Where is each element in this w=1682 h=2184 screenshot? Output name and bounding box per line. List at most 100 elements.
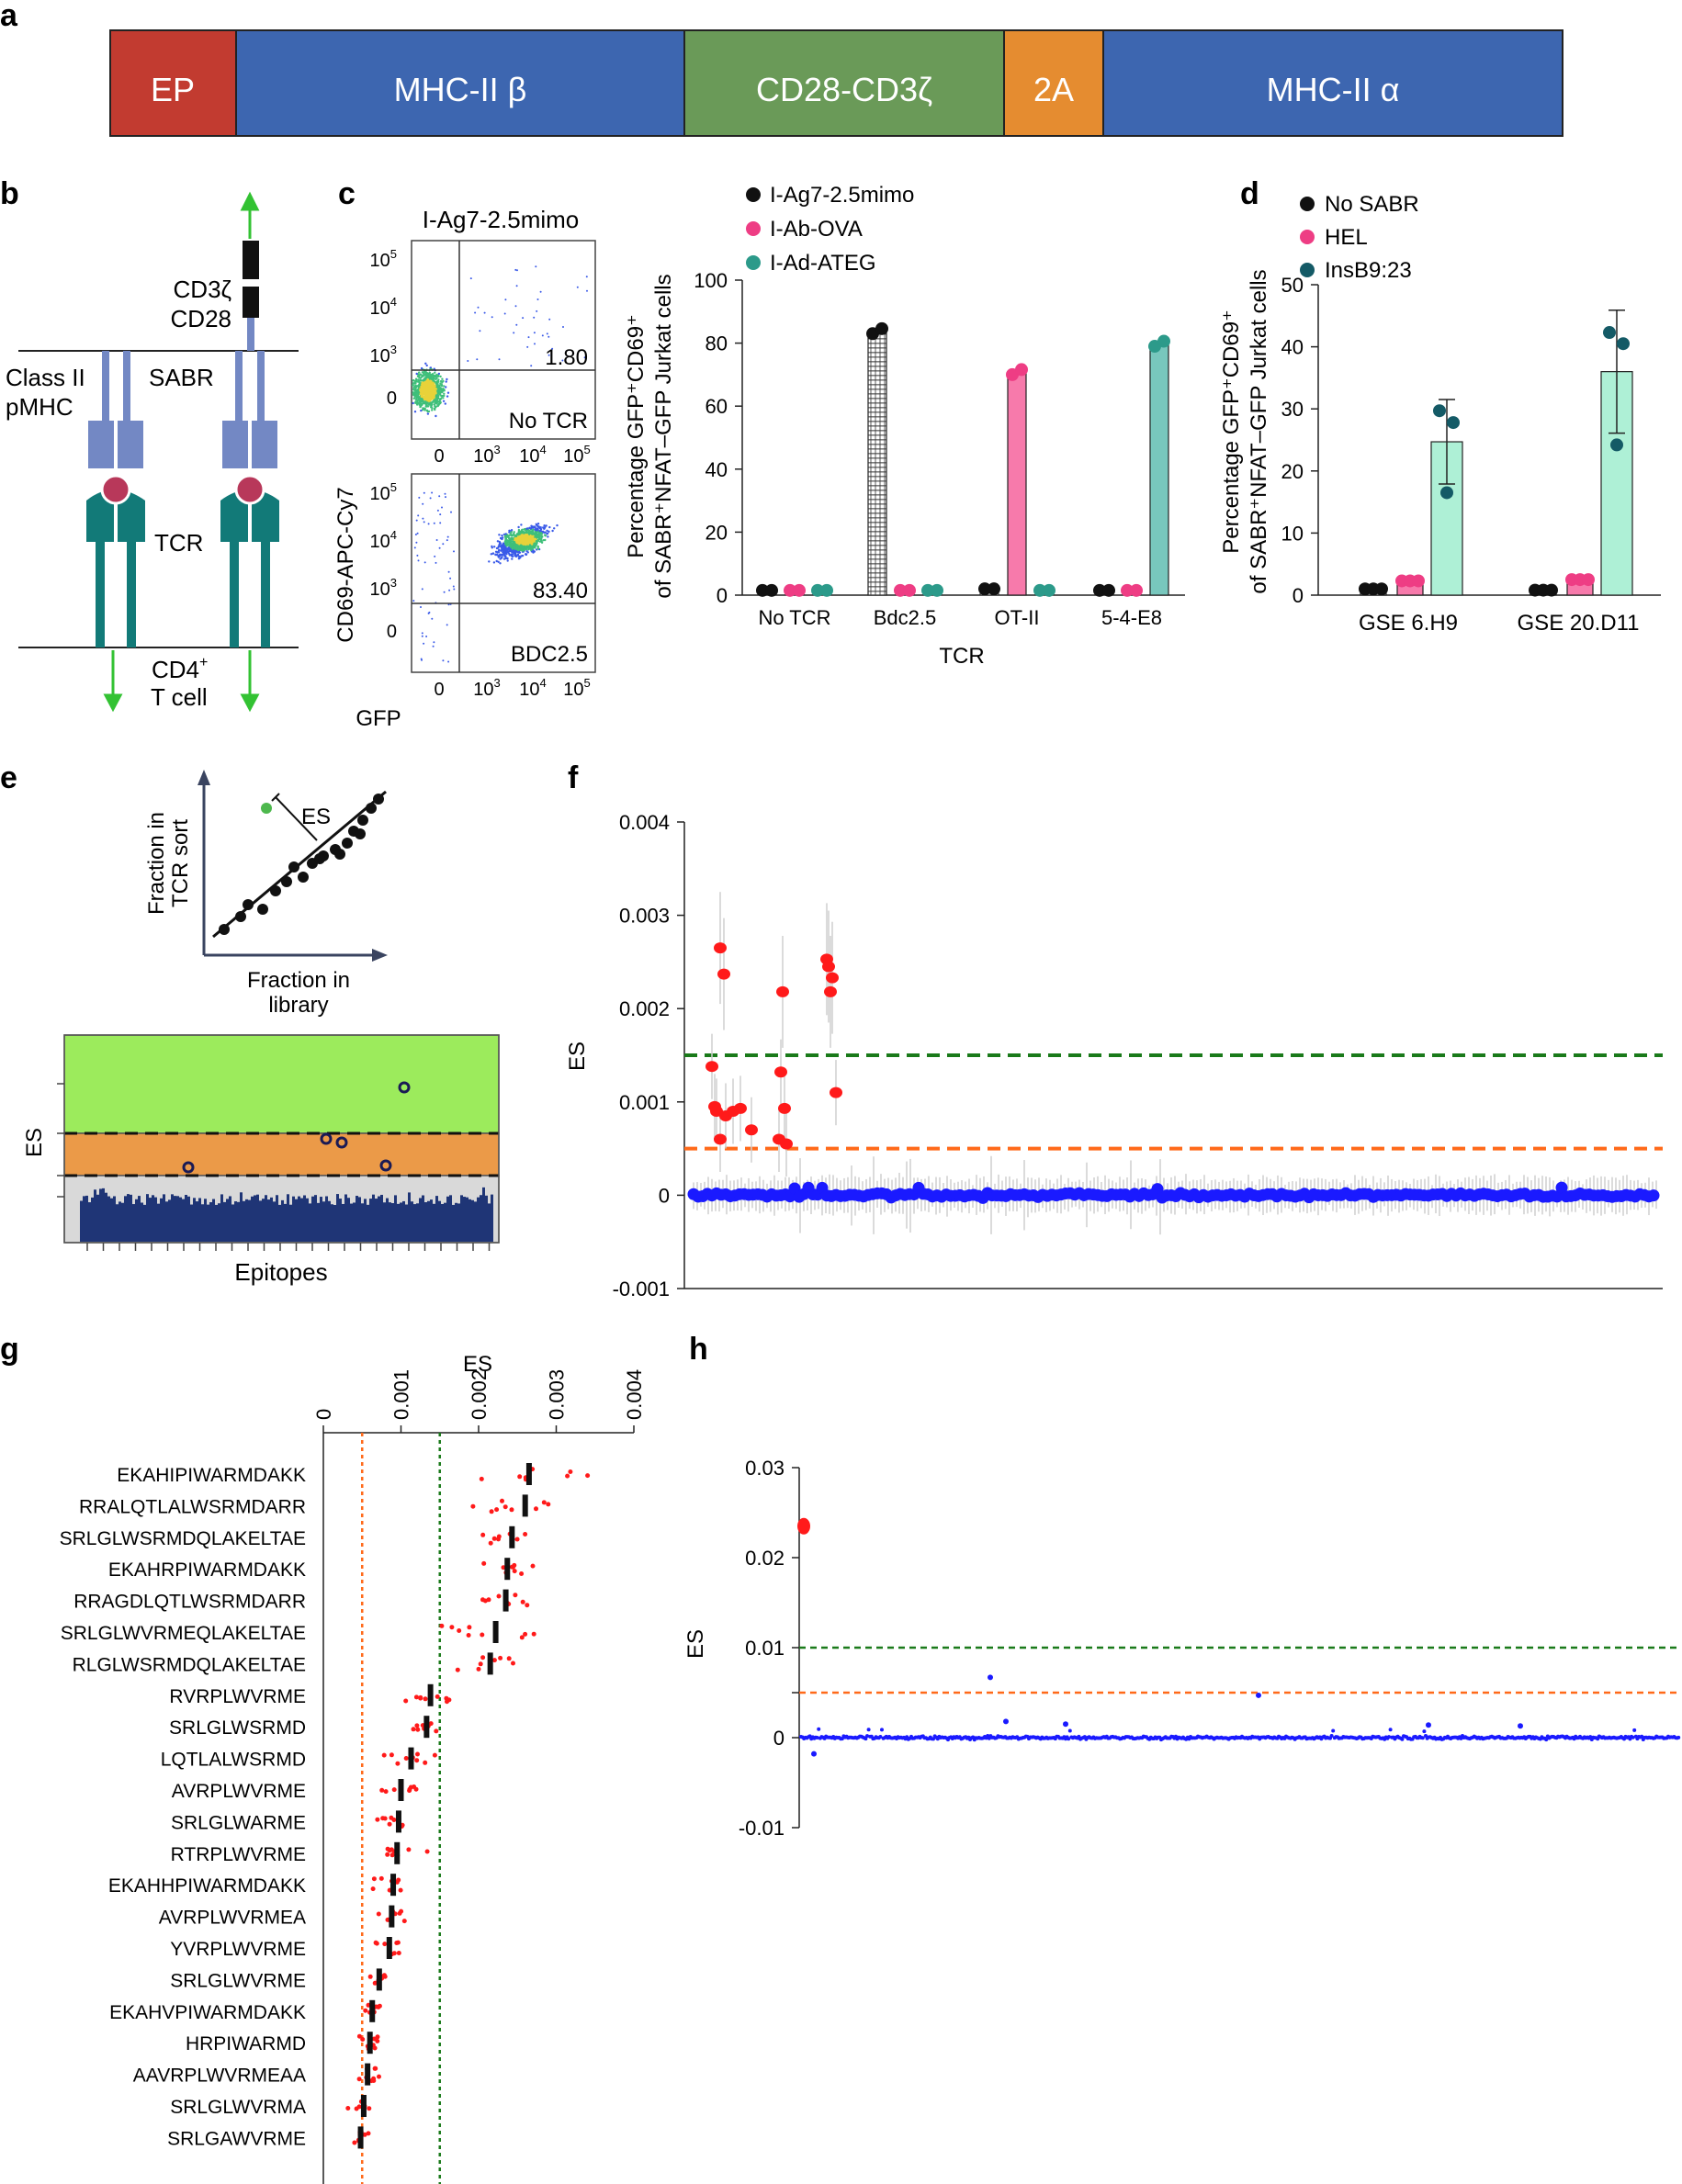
es-point (931, 1737, 935, 1741)
flow-dot (420, 400, 423, 403)
flow-dot (435, 400, 439, 403)
flow-dot (432, 398, 435, 400)
flow-dot (439, 513, 442, 516)
flow-dot (431, 387, 434, 389)
flow-dot (422, 382, 425, 385)
flow-dot (506, 542, 509, 546)
replicate-dot (395, 1761, 401, 1766)
median-mark (423, 1716, 430, 1739)
bar-point (1130, 583, 1143, 597)
flow-dot (417, 559, 420, 562)
panel-letter-a: a (0, 0, 18, 33)
e-bar (482, 1187, 485, 1242)
flow-dot (431, 617, 434, 620)
flow-dot (419, 377, 422, 379)
replicate-dot (418, 1694, 423, 1700)
e-bar (160, 1198, 163, 1242)
flow-dot (425, 636, 428, 637)
flow-dot (435, 385, 439, 388)
flow-dot (532, 535, 535, 537)
median-mark (509, 1525, 515, 1548)
e-bar (372, 1194, 375, 1242)
flow-dot (553, 527, 556, 530)
flow-title: I-Ag7-2.5mimo (423, 206, 580, 233)
flow-dot (503, 552, 506, 555)
flow-dot (424, 392, 427, 396)
e-bar (284, 1203, 287, 1242)
panel-e-schematic: ES Fraction in TCR sort Fraction in libr… (22, 770, 500, 1286)
bar-point (756, 583, 769, 597)
flow-dot (412, 392, 415, 396)
e-bar (320, 1197, 322, 1242)
replicate-dot (413, 1786, 419, 1792)
es-point (1063, 1721, 1068, 1728)
label-tcell: T cell (151, 683, 208, 711)
replicate-dot (372, 2045, 378, 2051)
es-point (1388, 1728, 1393, 1732)
panel-c-bar-chart: 0 20 40 60 80 100 No TCR Bdc2.5 OT-II 5-4-E8 TCR Pe… (624, 183, 1185, 669)
legend-marker (1300, 197, 1315, 211)
e-dot (314, 853, 325, 864)
flow-dot (436, 375, 439, 377)
replicate-dot (531, 1631, 536, 1637)
flow-dot (542, 539, 545, 542)
e-zone-green (63, 1034, 500, 1134)
e-bar (300, 1198, 303, 1242)
flow-dot (525, 527, 528, 530)
e-bar (223, 1201, 226, 1242)
flow-dot (551, 529, 554, 533)
e-bar (405, 1204, 408, 1242)
flow-xticks-2: 0 103 104 105 (434, 676, 590, 700)
flow-dot (431, 391, 434, 395)
replicate-dot (424, 1849, 430, 1854)
flow-dot (488, 560, 491, 563)
panel-d-bar-chart: 0 10 20 30 40 50 GSE 6.H9 GSE 20.D11 Percentage … (1219, 192, 1661, 636)
flow-dot (414, 398, 418, 401)
x-tick-label: No TCR (758, 606, 830, 629)
flow-dot (426, 412, 430, 415)
flow-dot (421, 659, 423, 661)
e-bar (389, 1202, 391, 1242)
flow-dot (433, 403, 436, 406)
label-cd28: CD28 (171, 305, 231, 332)
flow-dot (526, 535, 529, 537)
replicate-dot (371, 2078, 377, 2083)
hit-point (717, 968, 730, 980)
x-tick-label: GSE 6.H9 (1359, 611, 1458, 636)
flow-dot (504, 548, 508, 551)
e-bar (435, 1196, 438, 1242)
flow-dot (435, 561, 437, 564)
e-epitope-ticks (57, 1083, 491, 1251)
flow-dot (520, 555, 523, 557)
replicate-dot (565, 1473, 570, 1479)
e-bar (317, 1202, 320, 1242)
flow-dot (412, 391, 414, 394)
flow-dot (416, 554, 419, 557)
flow-dot (425, 376, 428, 378)
replicate-dot (480, 1532, 486, 1537)
flow-yticks-1: 105 104 103 0 (370, 247, 397, 409)
replicate-dot (377, 2003, 382, 2009)
flow-dot (545, 524, 547, 527)
replicate-dot (403, 1756, 409, 1761)
e-bar (259, 1200, 262, 1242)
e-bar (446, 1196, 449, 1242)
flow-dot (503, 549, 506, 552)
e-bar (460, 1195, 463, 1242)
flow-dot (474, 311, 477, 314)
flow-dot (436, 380, 439, 383)
replicate-dot (375, 2034, 380, 2040)
x-tick-label: 0.001 (390, 1369, 413, 1420)
flow-dot (436, 395, 440, 399)
x-axis-title: TCR (939, 644, 984, 669)
e-bar (358, 1197, 361, 1242)
flow-dot (530, 548, 533, 552)
flow-dot (538, 530, 541, 533)
flow-dot (412, 600, 415, 602)
flow-dot (527, 533, 531, 535)
flow-dot (514, 305, 517, 308)
es-point (1676, 1735, 1681, 1739)
replicate-dot (512, 1569, 517, 1574)
replicate-dot (363, 2008, 368, 2013)
e-dot (366, 803, 377, 814)
